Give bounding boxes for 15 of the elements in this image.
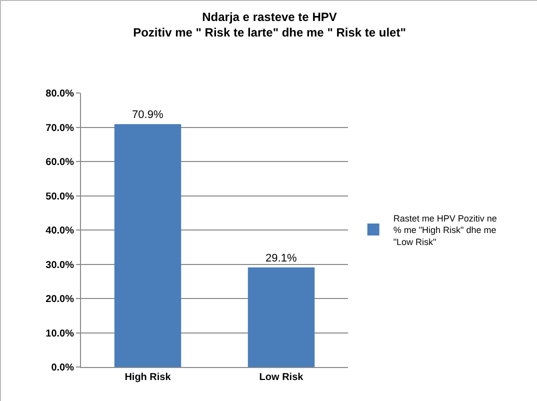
- x-tick-label: High Risk: [124, 372, 172, 383]
- y-tick-label: 10.0%: [46, 328, 74, 340]
- legend-label: Rastet me HPV Pozitiv ne % me "High Risk" dhe me "Low Risk": [393, 213, 497, 247]
- y-tick-label: 40.0%: [46, 226, 74, 236]
- data-label: 70.9%: [132, 109, 164, 122]
- y-tick-label: 0.0%: [51, 362, 74, 374]
- y-tick-label: 70.0%: [46, 122, 74, 134]
- data-label: 29.1%: [266, 252, 297, 264]
- y-tick-label: 20.0%: [46, 294, 74, 305]
- x-tick-label: Low Risk: [259, 372, 304, 383]
- y-tick-label: 60.0%: [46, 157, 74, 168]
- y-tick-label: 80.0%: [46, 88, 74, 100]
- y-tick-label: 30.0%: [46, 260, 74, 271]
- chart-title: Ndarja e rasteve te HPV Pozitiv me " Risk te larte" dhe me " Risk te ulet": [133, 10, 406, 40]
- y-tick-label: 50.0%: [46, 191, 74, 202]
